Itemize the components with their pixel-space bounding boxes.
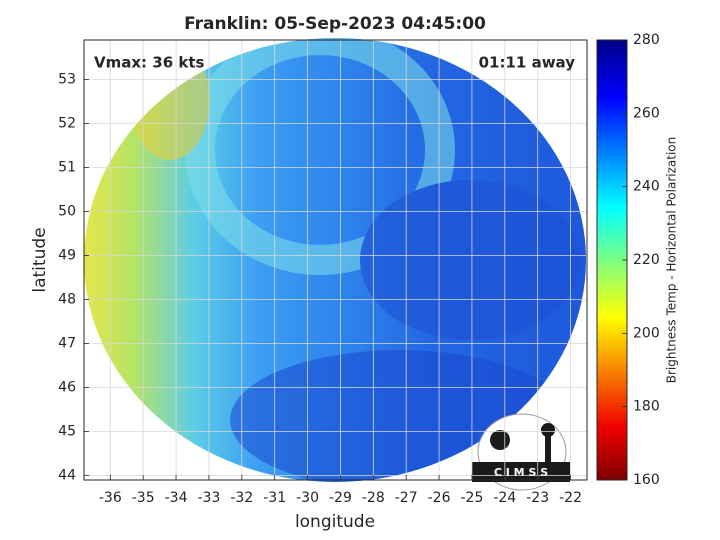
colorbar-tick-label: 260 bbox=[633, 105, 660, 121]
colorbar-tick-label: 280 bbox=[633, 32, 660, 48]
y-tick-label: 52 bbox=[58, 116, 76, 132]
colorbar-tick-label: 220 bbox=[633, 252, 660, 268]
x-tick-label: -23 bbox=[526, 490, 549, 506]
x-tick-label: -35 bbox=[132, 490, 155, 506]
x-tick-label: -30 bbox=[296, 490, 319, 506]
plot-frame bbox=[83, 39, 588, 481]
annotation: Vmax: 36 kts bbox=[94, 54, 204, 72]
logo-text: C I M S S bbox=[494, 466, 548, 479]
x-tick-label: -36 bbox=[99, 490, 122, 506]
y-tick-label: 49 bbox=[58, 248, 76, 264]
y-tick-label: 48 bbox=[58, 292, 76, 308]
colorbar-label: Brightness Temp - Horizontal Polarizatio… bbox=[665, 137, 679, 384]
y-axis-label: latitude bbox=[30, 227, 50, 292]
x-tick-label: -26 bbox=[428, 490, 451, 506]
y-tick-label: 47 bbox=[58, 336, 76, 352]
x-tick-label: -22 bbox=[559, 490, 582, 506]
x-tick-label: -32 bbox=[230, 490, 253, 506]
x-tick-label: -27 bbox=[395, 490, 418, 506]
y-tick-label: 46 bbox=[58, 380, 76, 396]
x-tick-label: -33 bbox=[197, 490, 220, 506]
colorbar-tick-label: 160 bbox=[633, 472, 660, 488]
x-tick-label: -28 bbox=[362, 490, 385, 506]
y-tick-label: 44 bbox=[58, 468, 76, 484]
colorbar-tick-label: 180 bbox=[633, 399, 660, 415]
annotation: 01:11 away bbox=[479, 54, 576, 72]
colorbar-tick-label: 240 bbox=[633, 179, 660, 195]
x-tick-label: -29 bbox=[329, 490, 352, 506]
x-tick-label: -24 bbox=[493, 490, 516, 506]
y-tick-label: 53 bbox=[58, 72, 76, 88]
colorbar-tick-label: 200 bbox=[633, 325, 660, 341]
x-axis-label: longitude bbox=[295, 512, 375, 532]
y-tick-label: 51 bbox=[58, 160, 76, 176]
title: Franklin: 05-Sep-2023 04:45:00 bbox=[184, 14, 486, 34]
x-tick-label: -25 bbox=[460, 490, 483, 506]
x-tick-label: -31 bbox=[263, 490, 286, 506]
y-tick-label: 45 bbox=[58, 424, 76, 440]
y-tick-label: 50 bbox=[58, 204, 76, 220]
x-tick-label: -34 bbox=[165, 490, 188, 506]
